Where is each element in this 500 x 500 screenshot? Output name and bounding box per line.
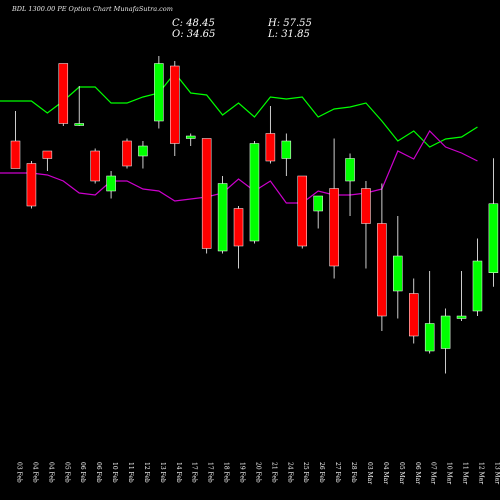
candle-up [393, 255, 403, 292]
x-tick-label: 28 Feb [350, 462, 357, 483]
candle-up [138, 145, 148, 157]
indicator-line-upper [0, 72, 478, 148]
x-tick-label: 06 Feb [95, 462, 102, 483]
x-tick-label: 10 Feb [111, 462, 118, 483]
candle-up [106, 175, 116, 192]
candle-up [249, 143, 260, 242]
high-value: H: 57.55 [268, 18, 312, 29]
candle-down [122, 140, 132, 167]
x-tick-label: 05 Mar [398, 462, 405, 484]
x-tick-label: 12 Mar [477, 462, 484, 484]
candle-down [297, 175, 307, 247]
candle-up [456, 315, 467, 319]
candle-down [10, 140, 21, 169]
x-tick-label: 07 Mar [430, 462, 437, 484]
x-tick-label: 13 Mar [493, 462, 500, 484]
candle-up [313, 195, 323, 212]
candle-down [233, 208, 244, 247]
x-tick-label: 24 Feb [286, 462, 293, 483]
candle-up [185, 135, 196, 139]
x-tick-label: 06 Mar [414, 462, 421, 484]
candle-up [472, 260, 483, 312]
x-tick-label: 18 Feb [223, 462, 230, 483]
x-tick-label: 17 Feb [207, 462, 214, 483]
low-value: L: 31.85 [268, 29, 310, 40]
candle-down [329, 188, 339, 267]
x-tick-label: 06 Feb [79, 462, 86, 483]
chart-title: BDL 1300.00 PE Option Chart MunafaSutra.… [12, 5, 173, 13]
x-tick-label: 10 Mar [446, 462, 453, 484]
candle-down [26, 163, 37, 207]
candle-up [74, 123, 84, 126]
x-tick-label: 03 Feb [16, 462, 23, 483]
x-tick-label: 04 Feb [31, 462, 38, 483]
x-tick-label: 19 Feb [239, 462, 246, 483]
indicator-line-lower [0, 130, 478, 204]
candle-up [345, 158, 355, 182]
x-tick-label: 26 Feb [318, 462, 325, 483]
x-tick-label: 13 Feb [159, 462, 166, 483]
x-tick-label: 11 Mar [462, 462, 469, 484]
candle-down [265, 133, 276, 162]
candle-up [217, 183, 228, 252]
candle-up [281, 140, 292, 159]
candle-down [42, 150, 53, 159]
close-value: C: 48.45 [172, 18, 215, 29]
candle-down [377, 223, 387, 317]
x-tick-label: 14 Feb [175, 462, 182, 483]
candle-down [58, 63, 69, 124]
x-tick-label: 25 Feb [302, 462, 309, 483]
x-tick-label: 17 Feb [191, 462, 198, 483]
x-tick-label: 04 Feb [47, 462, 54, 483]
candle-up [440, 315, 451, 349]
candle-down [409, 293, 419, 337]
candle-down [170, 65, 180, 144]
candle-up [154, 63, 164, 122]
candle-down [201, 138, 212, 249]
candle-up [424, 323, 435, 352]
candle-down [361, 188, 371, 224]
x-tick-label: 20 Feb [254, 462, 261, 483]
x-tick-label: 21 Feb [270, 462, 277, 483]
x-tick-label: 11 Feb [127, 462, 134, 483]
x-tick-label: 27 Feb [334, 462, 341, 483]
candle-down [90, 150, 100, 182]
x-tick-label: 12 Feb [143, 462, 150, 483]
x-tick-label: 04 Mar [382, 462, 389, 484]
x-tick-label: 03 Mar [366, 462, 373, 484]
open-value: O: 34.65 [172, 29, 216, 40]
x-tick-label: 05 Feb [63, 462, 70, 483]
candle-up [488, 203, 499, 273]
